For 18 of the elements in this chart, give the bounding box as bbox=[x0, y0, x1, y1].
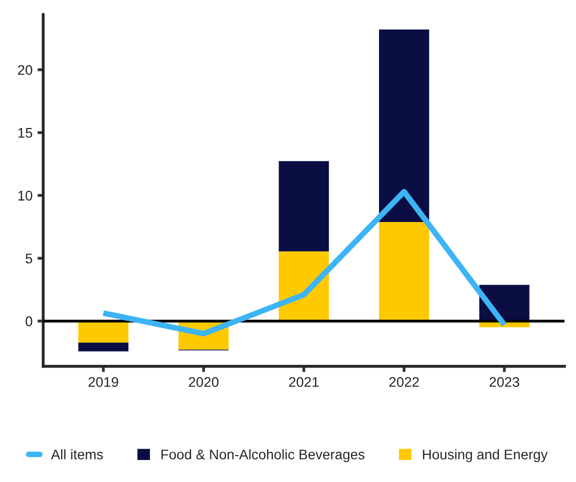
x-tick-label: 2023 bbox=[490, 377, 520, 387]
x-tick-label: 2019 bbox=[88, 377, 118, 387]
x-tick-label: 2020 bbox=[188, 377, 218, 387]
y-tick-label: 10 bbox=[18, 190, 32, 201]
legend-label: All items bbox=[50, 449, 103, 460]
bar bbox=[379, 30, 430, 222]
y-tick-label: 20 bbox=[18, 65, 32, 75]
legend-label: Food & Non-Alcoholic Beverages bbox=[161, 449, 364, 462]
y-tick-label: 5 bbox=[26, 254, 32, 264]
bar bbox=[278, 161, 329, 252]
y-tick-label: 15 bbox=[18, 128, 32, 138]
bar bbox=[78, 321, 128, 343]
bar bbox=[379, 222, 430, 322]
legend-label: Housing and Energy bbox=[423, 449, 548, 462]
y-tick-label: 0 bbox=[26, 316, 32, 326]
bar bbox=[78, 342, 128, 352]
x-tick-label: 2021 bbox=[289, 377, 319, 387]
x-tick-label: 2022 bbox=[389, 377, 419, 387]
